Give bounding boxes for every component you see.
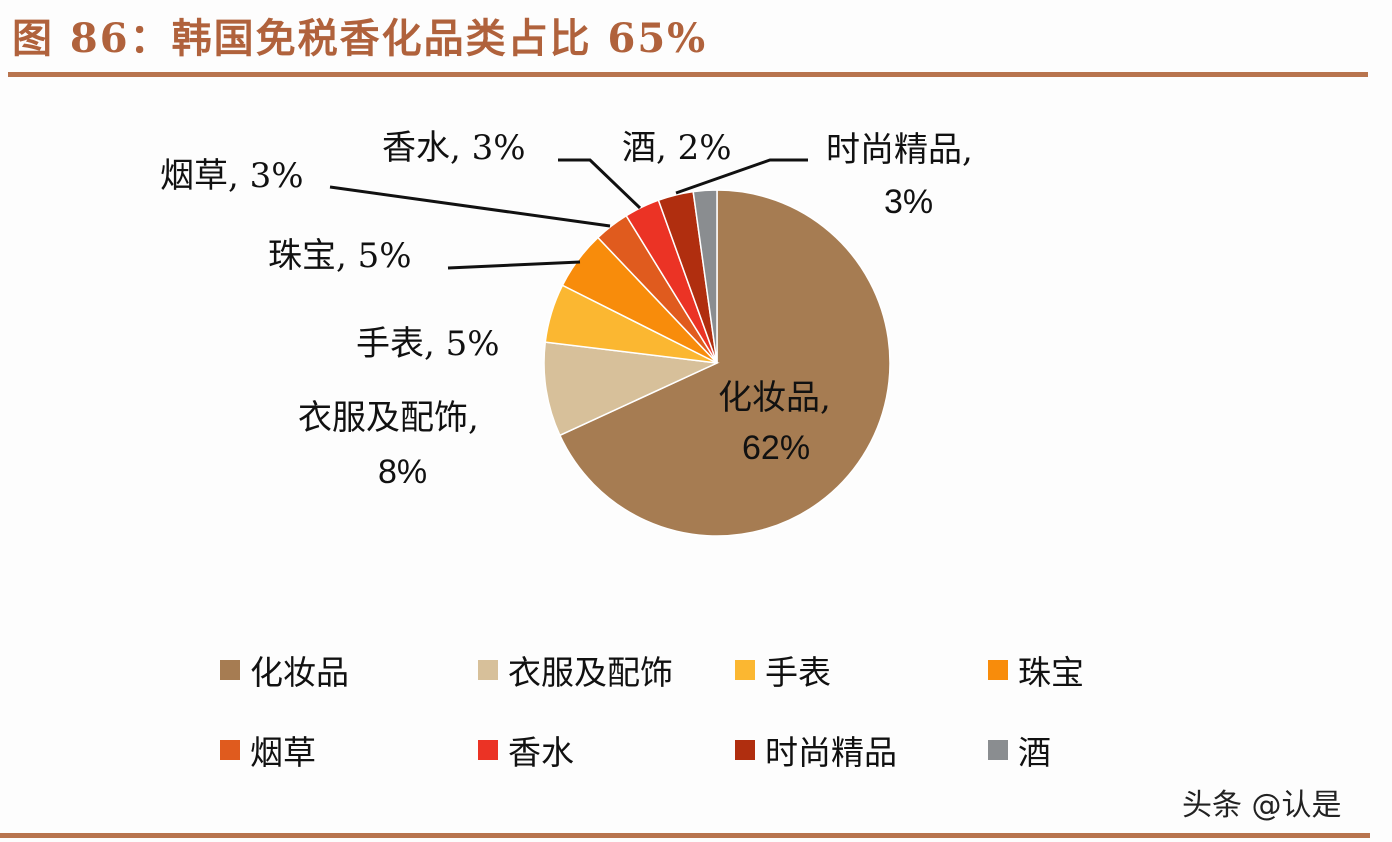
label-clothing-pct: 8%: [378, 453, 428, 491]
leader-perfume: [558, 158, 642, 210]
label-cosmetics-pct: 62%: [742, 429, 811, 467]
label-jewelry: 珠宝, 5%: [268, 236, 412, 276]
label-clothing-name: 衣服及配饰,: [298, 398, 479, 438]
top-divider: [8, 72, 1368, 77]
label-cosmetics-name: 化妆品,: [718, 378, 831, 418]
bottom-divider: [0, 833, 1370, 838]
label-liquor: 酒, 2%: [622, 128, 732, 168]
legend-item-cosmetics: 化妆品: [220, 646, 349, 694]
pie-slice-1: [543, 341, 720, 437]
pie-slice-0: [558, 189, 891, 537]
legend-swatch: [478, 740, 498, 760]
leader-fashion: [675, 158, 808, 195]
pie-slice-7: [692, 189, 718, 364]
leader-jewelry: [447, 260, 581, 270]
label-watch: 手表, 5%: [356, 324, 500, 364]
legend-item-clothing: 衣服及配饰: [478, 646, 673, 694]
watermark: 头条 @认是: [1182, 788, 1342, 823]
legend-swatch: [988, 740, 1008, 760]
label-fashion-pct: 3%: [884, 183, 934, 221]
legend-swatch: [988, 660, 1008, 680]
legend-item-perfume: 香水: [478, 726, 574, 774]
legend-swatch: [220, 660, 240, 680]
legend-item-watch: 手表: [735, 646, 831, 694]
label-tobacco: 烟草, 3%: [160, 156, 304, 196]
chart-title: 图 86：韩国免税香化品类占比 65%: [12, 15, 708, 62]
leader-lines: [329, 158, 808, 270]
pie-slices: [543, 189, 891, 537]
legend-item-fashion: 时尚精品: [735, 726, 897, 774]
legend-swatch: [478, 660, 498, 680]
label-fashion-name: 时尚精品,: [826, 130, 973, 170]
legend-item-jewelry: 珠宝: [988, 646, 1084, 694]
legend-item-liquor: 酒: [988, 726, 1051, 774]
legend-swatch: [735, 660, 755, 680]
leader-tobacco: [329, 185, 611, 228]
label-perfume: 香水, 3%: [382, 128, 526, 168]
legend-swatch: [220, 740, 240, 760]
legend-swatch: [735, 740, 755, 760]
legend-item-tobacco: 烟草: [220, 726, 316, 774]
